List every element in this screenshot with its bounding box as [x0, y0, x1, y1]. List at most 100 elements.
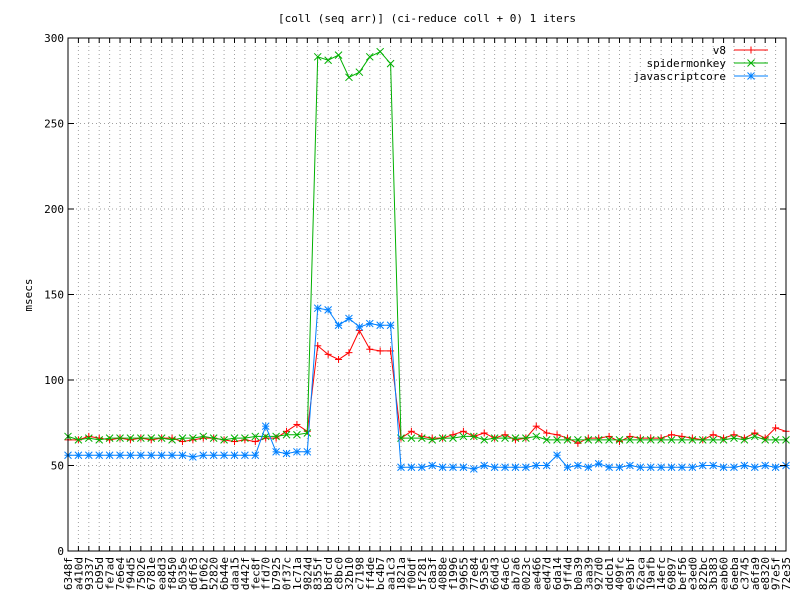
data-point	[178, 451, 187, 460]
data-point	[116, 451, 124, 460]
data-point	[501, 431, 509, 439]
data-point	[220, 451, 228, 460]
data-point	[147, 436, 155, 444]
x-tick-label: 3b383	[707, 557, 720, 590]
x-tick-label: 6348f	[62, 557, 75, 590]
x-tick-label: ed47d	[541, 557, 554, 590]
data-point	[261, 422, 270, 431]
x-tick-label: ff4de	[364, 557, 377, 590]
data-point	[449, 431, 457, 439]
x-tick-label: 77e84	[468, 557, 481, 590]
data-point	[126, 436, 134, 444]
data-point	[417, 463, 426, 472]
series-v8	[64, 326, 790, 447]
data-point	[293, 420, 301, 428]
x-tick-label: cb95d	[93, 557, 106, 590]
x-tick-label: b8fcd	[322, 557, 335, 590]
x-tick-label: bc4b7	[374, 557, 387, 590]
x-tick-label: 32b10	[343, 557, 356, 590]
data-point	[105, 451, 114, 460]
data-point	[438, 463, 447, 472]
data-point	[563, 435, 572, 444]
data-point	[251, 451, 260, 460]
data-point	[272, 432, 280, 441]
data-point	[626, 432, 634, 440]
x-tick-label: a410d	[72, 557, 85, 590]
x-tick-label: 62aca	[634, 557, 647, 590]
grid	[68, 38, 786, 551]
series-javascriptcore	[64, 304, 790, 473]
data-point	[772, 424, 780, 432]
data-point	[168, 434, 176, 442]
data-point	[740, 434, 748, 442]
x-tick-label: 1c71a	[291, 557, 304, 590]
data-point	[74, 451, 83, 460]
data-point	[324, 306, 332, 314]
data-point	[698, 435, 707, 444]
y-tick-label: 50	[51, 460, 64, 473]
x-tick-label: 3aa39	[582, 557, 595, 590]
y-tick-label: 250	[44, 118, 64, 131]
series-spidermonkey	[64, 47, 790, 444]
data-point	[84, 434, 93, 442]
series-line	[68, 307, 787, 470]
data-point	[157, 434, 166, 442]
data-point	[719, 463, 728, 472]
data-point	[542, 435, 551, 444]
data-point	[563, 463, 572, 472]
x-tick-label: 409fc	[614, 557, 627, 590]
x-tick-label: f8450	[166, 557, 179, 590]
data-point	[376, 347, 384, 355]
chart-title: [coll (seq arr)] (ci-reduce coll + 0) 1 …	[278, 12, 576, 25]
data-point	[574, 461, 582, 470]
data-point	[334, 51, 343, 59]
data-point	[428, 435, 437, 444]
data-point	[407, 434, 416, 442]
data-point	[334, 321, 343, 330]
x-tick-label: 75026	[135, 557, 148, 590]
plot-frame	[67, 37, 787, 552]
data-point	[428, 434, 436, 442]
data-point	[355, 68, 364, 77]
x-tick-label: ea8d3	[156, 557, 169, 590]
data-point	[678, 463, 686, 472]
x-tick-label: c8a3f	[426, 557, 439, 590]
x-tick-label: 927d0	[593, 557, 606, 590]
data-point	[126, 451, 135, 460]
x-tick-label: 14efc	[655, 557, 668, 590]
x-tick-label: 6781e	[145, 557, 158, 590]
x-tick-label: eab60	[718, 557, 731, 590]
x-tick-label: 8355f	[312, 557, 325, 590]
data-point	[147, 434, 156, 442]
data-point	[365, 52, 374, 61]
data-point	[532, 432, 541, 441]
data-point	[366, 345, 374, 353]
data-point	[771, 435, 780, 444]
data-point	[636, 434, 644, 442]
data-point	[480, 429, 488, 437]
axes: 6348fa410d93337cb95dfe7ad7e6e4f94d575026…	[44, 32, 793, 590]
data-point	[647, 434, 655, 442]
x-tick-label: d6f63	[187, 557, 200, 590]
data-point	[480, 435, 489, 444]
data-point	[584, 463, 593, 472]
data-point	[251, 438, 259, 446]
data-point	[688, 463, 697, 472]
x-tick-label: 52820	[208, 557, 221, 590]
data-point	[698, 461, 707, 470]
data-point	[636, 435, 645, 444]
data-point	[178, 434, 187, 442]
data-point	[657, 434, 665, 442]
data-point	[730, 463, 738, 472]
data-point	[615, 463, 624, 472]
data-point	[574, 439, 582, 447]
x-tick-label: 9ff4d	[561, 557, 574, 590]
x-tick-label: 822bc	[697, 557, 710, 590]
data-point	[563, 434, 571, 442]
data-point	[303, 429, 312, 437]
x-tick-label: ddcb1	[603, 557, 616, 590]
data-point	[469, 465, 478, 473]
data-point	[511, 434, 520, 442]
x-tick-label: 9824d	[301, 557, 314, 590]
data-point	[106, 436, 114, 444]
